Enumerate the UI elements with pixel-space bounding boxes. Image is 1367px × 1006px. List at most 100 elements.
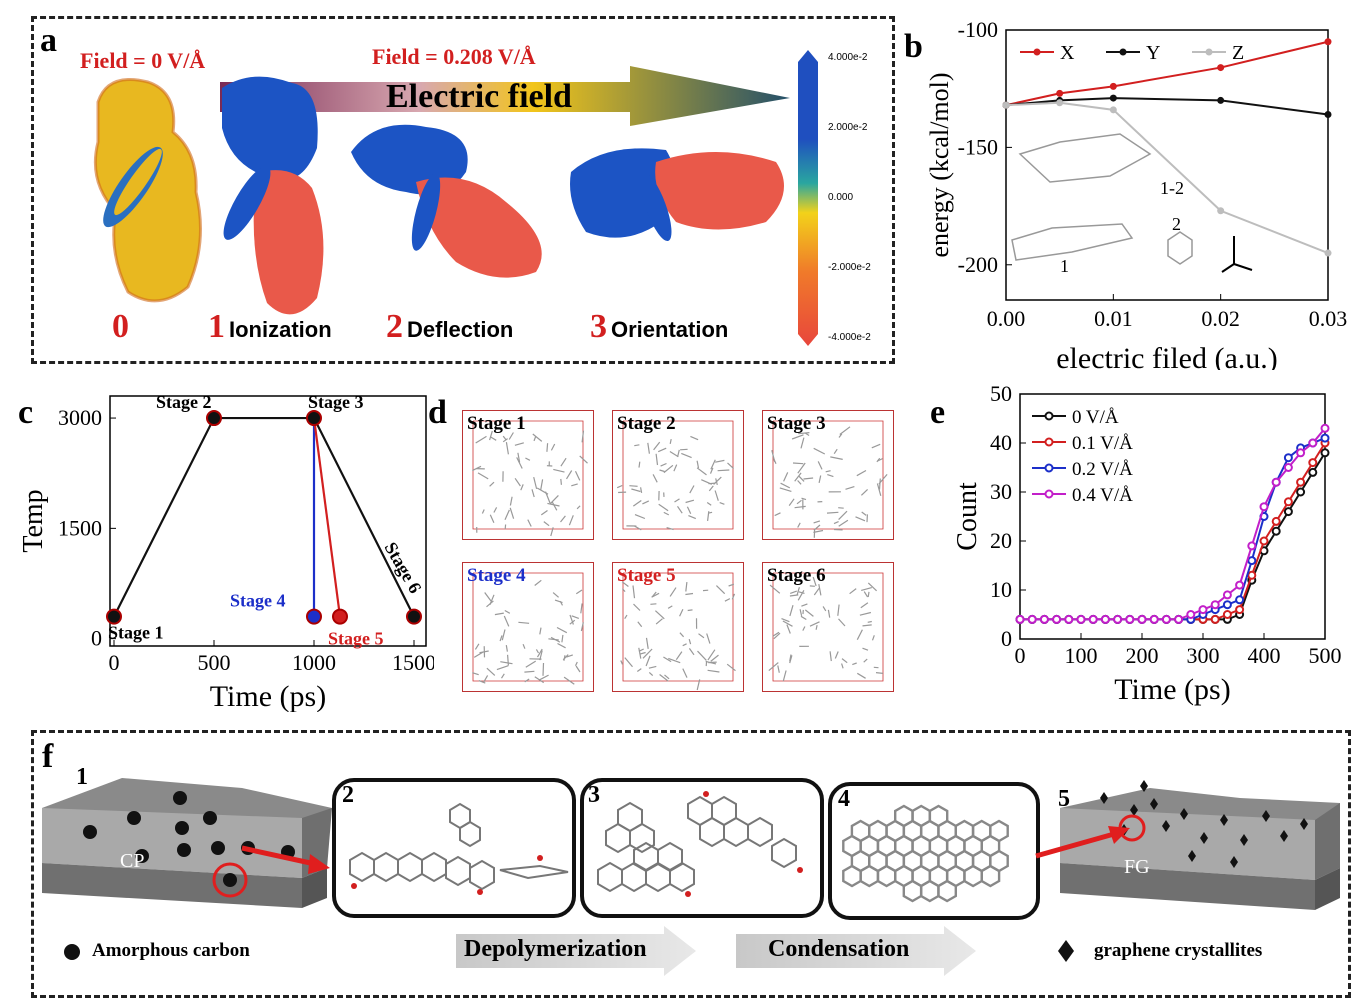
- legend-entry: Z: [1232, 42, 1244, 64]
- stage-snapshot-1: Stage 1: [462, 410, 594, 540]
- stage-snapshot-5-molecules: [620, 572, 736, 691]
- series-line-X: [1005, 40, 1329, 107]
- amorphous-carbon-dot-icon: [64, 944, 80, 960]
- depolymerization-label: Depolymerization: [464, 936, 647, 962]
- data-point: [1027, 614, 1037, 624]
- panel-f-letter: f: [42, 738, 54, 775]
- graphene-hexagon: [937, 879, 958, 903]
- graphene-hexagon: [919, 879, 940, 903]
- x-tick-label: 1500: [392, 650, 434, 675]
- molecule-state-3: [570, 148, 784, 242]
- x-tick-label: 300: [1187, 643, 1220, 668]
- step-1: 1 Ionization: [208, 308, 332, 346]
- stage-snapshot-4: Stage 4: [462, 562, 594, 692]
- stage-marker: [406, 608, 422, 625]
- plot-frame: [109, 395, 427, 647]
- data-point: [1296, 448, 1306, 458]
- data-point: [1324, 111, 1332, 119]
- stage-label: Stage 5: [328, 629, 384, 649]
- step-3: 3 Orientation: [590, 308, 728, 346]
- stage-label: Stage 6: [381, 539, 426, 597]
- data-point: [1283, 453, 1293, 463]
- data-point: [1125, 614, 1135, 624]
- colorbar-tick-4: -4.000e-2: [828, 332, 871, 343]
- data-point: [1235, 595, 1245, 605]
- stage-snapshot-1-molecules: [472, 420, 588, 537]
- step-f-4: 4: [838, 786, 850, 812]
- data-point: [1222, 590, 1232, 600]
- stage-snapshot-6: Stage 6: [762, 562, 894, 692]
- stage-snapshot-2-molecules: [616, 420, 735, 531]
- colorbar-tick-1: 2.000e-2: [828, 122, 868, 133]
- legend-marker: [1044, 411, 1054, 421]
- x-tick-label: 0.00: [987, 306, 1026, 331]
- stage-snapshot-3: Stage 3: [762, 410, 894, 540]
- step-f-2: 2: [342, 782, 354, 808]
- y-tick-label: 1500: [58, 515, 102, 540]
- panel-a-letter: a: [40, 22, 57, 59]
- data-point: [1217, 207, 1225, 215]
- condensation-arrow: [736, 926, 976, 976]
- arrow-4-to-fg: [1035, 826, 1130, 859]
- legend-marker: [1119, 48, 1127, 56]
- data-point: [1247, 541, 1257, 551]
- axes-triad-icon: [1221, 236, 1253, 273]
- y-tick-label: 10: [990, 577, 1012, 602]
- legend-entry: 0.2 V/Å: [1072, 459, 1133, 480]
- legend-marker: [1044, 489, 1054, 499]
- y-axis-label: energy (kcal/mol): [925, 72, 954, 257]
- stage-marker: [106, 608, 122, 625]
- cp-label: CP: [120, 850, 145, 872]
- graphene-hexagon: [859, 864, 880, 888]
- mol-structure-2: [349, 802, 569, 895]
- legend-marker: [1205, 48, 1213, 56]
- cp-slab: [42, 778, 332, 908]
- y-tick-label: -100: [958, 17, 998, 42]
- data-point: [1259, 502, 1269, 512]
- graphene-hexagon: [842, 864, 862, 888]
- data-point: [1235, 580, 1245, 590]
- data-point: [1283, 463, 1293, 472]
- graphene-hexagon: [963, 864, 984, 888]
- step-f-1: 1: [76, 764, 88, 790]
- stage-snapshot-2: Stage 2: [612, 410, 744, 540]
- step-0-number: 0: [112, 308, 129, 345]
- stage-label: Stage 2: [156, 392, 212, 412]
- x-tick-label: 100: [1065, 643, 1098, 668]
- step-2-label: Deflection: [407, 317, 514, 342]
- fg-slab: [1060, 780, 1340, 910]
- step-1-number: 1: [208, 308, 225, 345]
- data-point: [1137, 614, 1147, 624]
- data-point: [1076, 614, 1086, 624]
- data-point: [1217, 96, 1225, 104]
- data-point: [1271, 526, 1281, 536]
- mol-label-1-2: 1-2: [1160, 178, 1184, 198]
- x-tick-label: 1000: [292, 650, 336, 675]
- data-point: [1320, 448, 1330, 458]
- y-tick-label: 0: [91, 626, 102, 651]
- x-tick-label: 0.02: [1201, 306, 1240, 331]
- y-tick-label: 0: [1001, 626, 1012, 651]
- field-zero-label: Field = 0 V/Å: [80, 48, 206, 73]
- arrow-cp-to-2: [241, 845, 330, 874]
- stage-label: Stage 4: [230, 591, 286, 611]
- x-tick-label: 500: [1309, 643, 1342, 668]
- panel-b-letter: b: [904, 28, 923, 65]
- data-point: [1320, 433, 1330, 443]
- x-tick-label: 0: [1015, 643, 1026, 668]
- data-point: [1222, 600, 1232, 610]
- data-point: [1210, 600, 1220, 610]
- data-point: [1324, 38, 1332, 46]
- data-point: [1161, 614, 1171, 624]
- stage-marker: [206, 410, 222, 427]
- x-tick-label: 0: [109, 650, 120, 675]
- legend-marker: [1044, 463, 1054, 473]
- data-point: [1271, 516, 1281, 526]
- graphene-hexagon: [876, 864, 897, 888]
- data-point: [1039, 614, 1049, 624]
- data-point: [1235, 605, 1245, 615]
- data-point: [1210, 614, 1220, 624]
- stage-snapshot-4-molecules: [472, 572, 584, 685]
- legend-entry: Y: [1146, 42, 1160, 64]
- data-point: [1308, 467, 1318, 477]
